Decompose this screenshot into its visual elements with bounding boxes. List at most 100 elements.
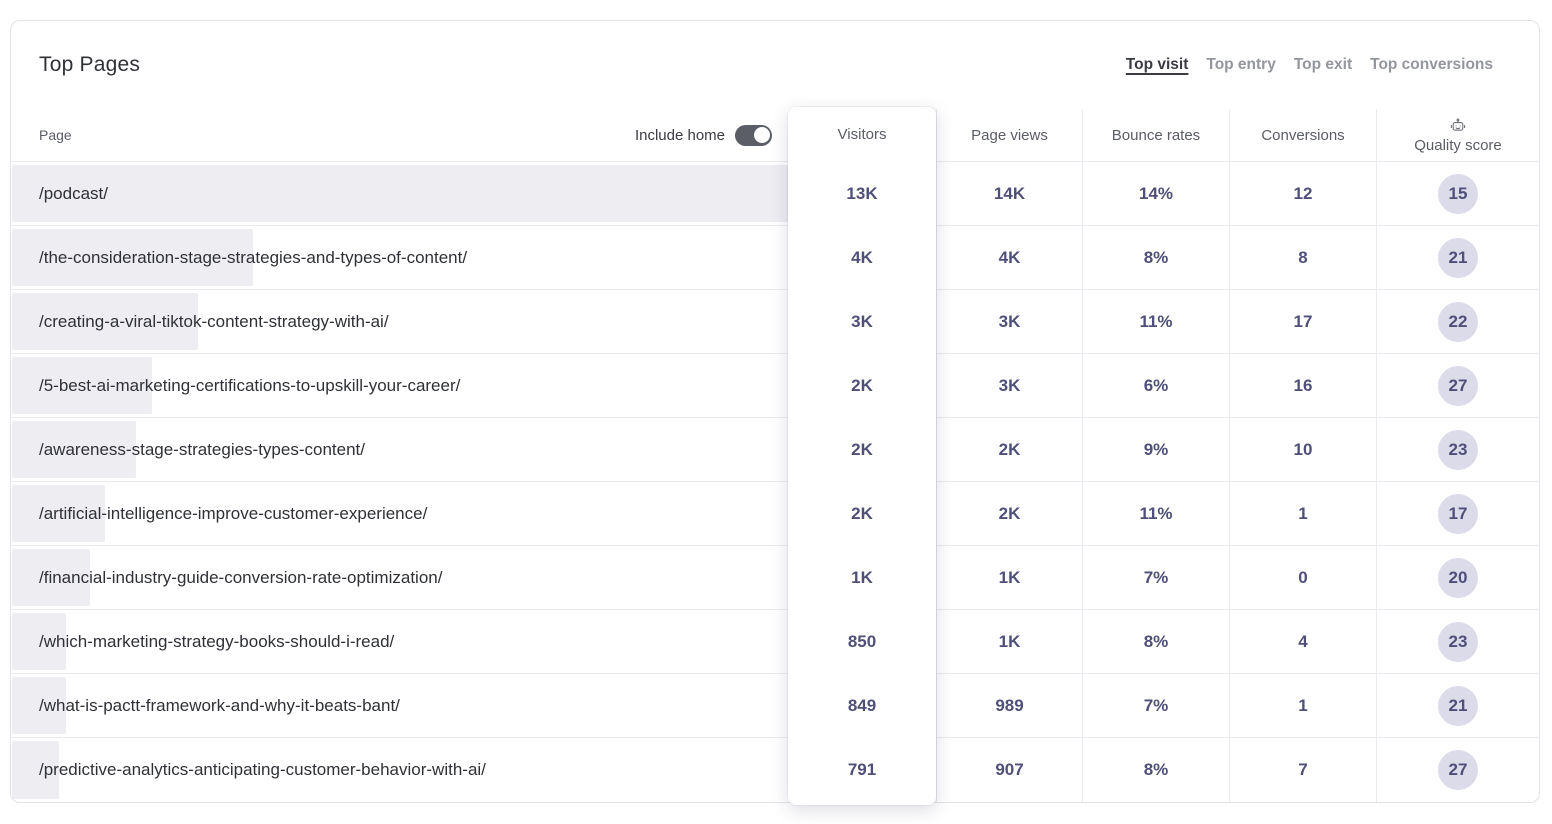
top-pages-panel: Top Pages Top visit Top entry Top exit T… xyxy=(10,20,1540,805)
page-views-value: 2K xyxy=(936,418,1082,481)
page-cell[interactable]: /podcast/ xyxy=(11,162,788,225)
conversions-value: 8 xyxy=(1229,226,1376,289)
visitors-bar xyxy=(12,741,59,799)
quality-score-cell: 27 xyxy=(1376,354,1539,417)
quality-score-badge: 23 xyxy=(1438,429,1478,470)
table-row[interactable]: /the-consideration-stage-strategies-and-… xyxy=(11,226,1539,290)
page-cell[interactable]: /which-marketing-strategy-books-should-i… xyxy=(11,610,788,673)
robot-icon xyxy=(1450,118,1466,131)
page-views-value: 1K xyxy=(936,610,1082,673)
page-path: /artificial-intelligence-improve-custome… xyxy=(39,503,428,523)
table-row[interactable]: /predictive-analytics-anticipating-custo… xyxy=(11,738,1539,802)
include-home-label: Include home xyxy=(634,126,725,144)
page-views-value: 4K xyxy=(936,226,1082,289)
quality-score-cell: 23 xyxy=(1376,418,1539,481)
page-path: /5-best-ai-marketing-certifications-to-u… xyxy=(39,375,461,395)
quality-score-cell: 27 xyxy=(1376,738,1539,802)
table-row[interactable]: /5-best-ai-marketing-certifications-to-u… xyxy=(11,354,1539,418)
conversions-value: 12 xyxy=(1229,162,1376,225)
visitors-bar xyxy=(12,357,152,414)
visitors-value: 2K xyxy=(851,504,873,523)
visitors-value: 850 xyxy=(847,632,877,651)
page-views-value: 1K xyxy=(936,546,1082,609)
visitors-bar xyxy=(12,613,67,670)
table-row[interactable]: /financial-industry-guide-conversion-rat… xyxy=(11,546,1539,610)
page-cell[interactable]: /awareness-stage-strategies-types-conten… xyxy=(11,418,788,481)
table-row[interactable]: /which-marketing-strategy-books-should-i… xyxy=(11,610,1539,674)
page-path: /podcast/ xyxy=(39,183,108,203)
bounce-rate-value: 11% xyxy=(1082,290,1229,353)
visitors-bar xyxy=(12,165,788,222)
quality-score-column-label: Quality score xyxy=(1414,137,1502,154)
conversions-value: 0 xyxy=(1229,546,1376,609)
page-cell[interactable]: /the-consideration-stage-strategies-and-… xyxy=(11,226,788,289)
tab-top-exit[interactable]: Top exit xyxy=(1293,56,1353,73)
table-body: /podcast/ 14K 14% 12 15 /the-considerati… xyxy=(11,162,1539,802)
quality-score-cell: 22 xyxy=(1376,290,1539,353)
conversions-value: 10 xyxy=(1229,418,1376,481)
visitors-bar xyxy=(12,229,253,286)
conversions-value: 4 xyxy=(1229,610,1376,673)
page-path: /predictive-analytics-anticipating-custo… xyxy=(39,760,486,779)
page-views-value: 2K xyxy=(936,482,1082,545)
quality-score-cell: 20 xyxy=(1376,546,1539,609)
include-home-toggle[interactable] xyxy=(735,124,772,146)
view-tabs: Top visit Top entry Top exit Top convers… xyxy=(1126,56,1493,74)
visitors-bar xyxy=(12,549,90,606)
page-path: /what-is-pactt-framework-and-why-it-beat… xyxy=(39,695,400,715)
quality-score-cell: 21 xyxy=(1376,674,1539,737)
page-title: Top Pages xyxy=(39,53,141,76)
page-cell[interactable]: /what-is-pactt-framework-and-why-it-beat… xyxy=(11,674,788,737)
page-views-value: 3K xyxy=(936,290,1082,353)
page-cell[interactable]: /financial-industry-guide-conversion-rat… xyxy=(11,546,788,609)
toggle-knob xyxy=(753,127,770,143)
page-views-value: 3K xyxy=(936,354,1082,417)
visitors-value: 2K xyxy=(851,440,873,459)
page-cell[interactable]: /creating-a-viral-tiktok-content-strateg… xyxy=(11,290,788,353)
page-views-value: 14K xyxy=(936,162,1082,225)
page-cell[interactable]: /predictive-analytics-anticipating-custo… xyxy=(11,738,788,802)
quality-score-badge: 22 xyxy=(1438,301,1478,342)
table-row[interactable]: /artificial-intelligence-improve-custome… xyxy=(11,482,1539,546)
bounce-rate-value: 8% xyxy=(1082,738,1229,802)
visitors-bar xyxy=(12,677,67,734)
conversions-column-header: Conversions xyxy=(1229,109,1376,161)
visitors-column-header: Visitors xyxy=(837,126,887,143)
table-row[interactable]: /creating-a-viral-tiktok-content-strateg… xyxy=(11,290,1539,354)
conversions-value: 7 xyxy=(1229,738,1376,802)
quality-score-cell: 23 xyxy=(1376,610,1539,673)
bounce-rate-value: 6% xyxy=(1082,354,1229,417)
quality-score-cell: 15 xyxy=(1376,162,1539,225)
quality-score-badge: 17 xyxy=(1438,493,1478,534)
page-views-value: 907 xyxy=(936,738,1082,802)
table-row[interactable]: /what-is-pactt-framework-and-why-it-beat… xyxy=(11,674,1539,738)
page-path: /creating-a-viral-tiktok-content-strateg… xyxy=(39,311,389,331)
page-cell[interactable]: /5-best-ai-marketing-certifications-to-u… xyxy=(11,354,788,417)
bounce-rate-value: 9% xyxy=(1082,418,1229,481)
bounce-rate-value: 8% xyxy=(1082,610,1229,673)
quality-score-column-header: Quality score xyxy=(1376,109,1539,161)
tab-top-conversions[interactable]: Top conversions xyxy=(1370,56,1493,73)
quality-score-badge: 21 xyxy=(1438,685,1478,726)
quality-score-badge: 15 xyxy=(1438,173,1478,214)
table-row[interactable]: /podcast/ 14K 14% 12 15 xyxy=(11,162,1539,226)
include-home-control: Include home xyxy=(634,124,772,146)
conversions-value: 16 xyxy=(1229,354,1376,417)
tab-top-entry[interactable]: Top entry xyxy=(1206,56,1276,73)
tab-top-visit[interactable]: Top visit xyxy=(1125,56,1189,73)
table-row[interactable]: /awareness-stage-strategies-types-conten… xyxy=(11,418,1539,482)
page-cell[interactable]: /artificial-intelligence-improve-custome… xyxy=(11,482,788,545)
visitors-bar xyxy=(12,293,199,350)
visitors-value: 3K xyxy=(851,312,873,331)
bounce-rates-column-header: Bounce rates xyxy=(1082,109,1229,161)
quality-score-cell: 17 xyxy=(1376,482,1539,545)
visitors-value: 2K xyxy=(851,376,873,395)
table-header-row: Page Include home Page views Bounce rate… xyxy=(11,109,1539,162)
conversions-value: 1 xyxy=(1229,482,1376,545)
visitors-value: 791 xyxy=(847,760,877,779)
visitors-bar xyxy=(12,421,137,478)
panel-header: Top Pages Top visit Top entry Top exit T… xyxy=(11,21,1539,109)
visitors-value: 13K xyxy=(846,184,878,203)
visitors-value: 849 xyxy=(847,696,877,715)
page-views-value: 989 xyxy=(936,674,1082,737)
